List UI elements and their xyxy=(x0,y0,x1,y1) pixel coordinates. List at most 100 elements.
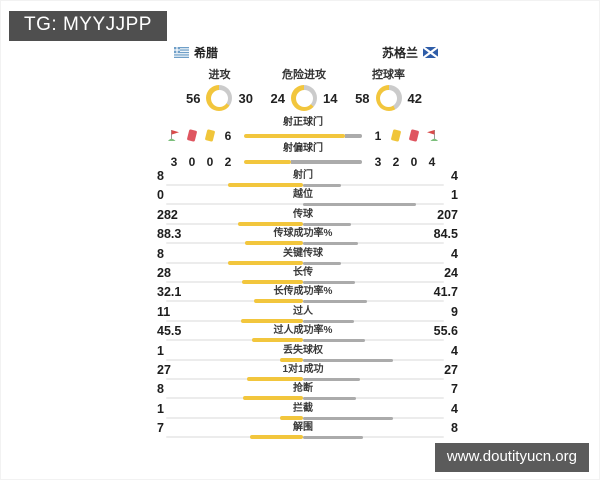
donut-ring xyxy=(291,85,317,111)
donut-away-value: 42 xyxy=(407,90,422,106)
stat-away-value: 1 xyxy=(451,188,458,203)
stat-row: 11 过人 9 xyxy=(144,304,462,325)
stat-bar xyxy=(166,221,444,226)
shots-on-target-label: 射正球门 xyxy=(283,117,323,128)
greece-flag-icon xyxy=(174,46,189,58)
stat-row: 7 解围 8 xyxy=(144,422,462,441)
home-counts: 3 0 0 2 xyxy=(165,154,237,169)
donut-away-value: 14 xyxy=(323,90,338,106)
stat-row: 0 越位 1 xyxy=(144,189,462,208)
stat-label: 丢失球权 xyxy=(283,344,323,356)
stat-bar xyxy=(166,260,444,265)
home-red-cards-count: 0 xyxy=(188,154,196,169)
stat-label: 传球成功率% xyxy=(273,228,333,240)
home-corners-count: 3 xyxy=(170,154,178,169)
shots-off-target-label: 射偏球门 xyxy=(283,143,323,154)
corner-flag-icon xyxy=(165,129,183,142)
stat-home-value: 1 xyxy=(157,343,164,358)
stat-label: 过人成功率% xyxy=(273,325,333,337)
stat-bar xyxy=(166,241,444,246)
stat-away-value: 27 xyxy=(444,362,458,377)
donut-ring xyxy=(206,85,233,111)
stat-home-value: 27 xyxy=(157,362,171,377)
donut-0: 进攻 56 30 xyxy=(186,69,253,111)
stat-home-value: 0 xyxy=(157,188,164,203)
donut-home-value: 56 xyxy=(186,90,201,106)
stat-away-value: 7 xyxy=(451,382,458,397)
corner-flag-icon xyxy=(423,129,441,142)
stat-away-value: 41.7 xyxy=(433,285,458,300)
donut-2: 控球率 58 42 xyxy=(355,69,422,111)
donut-away-value: 30 xyxy=(238,90,253,106)
stat-home-value: 7 xyxy=(157,421,164,436)
stat-home-value: 282 xyxy=(157,207,178,222)
stat-label: 射门 xyxy=(293,170,313,181)
away-shots-off-value: 3 xyxy=(374,154,382,169)
away-team-name: 苏格兰 xyxy=(381,45,418,60)
donut-ring xyxy=(375,85,402,111)
stat-label: 关键传球 xyxy=(283,247,323,259)
stat-row: 45.5 过人成功率% 55.6 xyxy=(144,325,462,344)
stat-home-value: 32.1 xyxy=(157,285,182,300)
donut-charts: 进攻 56 30 危险进攻 24 14 控球率 58 42 xyxy=(144,69,462,111)
stat-label: 1对1成功 xyxy=(282,363,324,375)
stat-bar xyxy=(166,435,444,440)
home-shots-on-value: 6 xyxy=(224,128,232,143)
stat-row: 27 1对1成功 27 xyxy=(144,362,462,383)
red-card-icon xyxy=(405,129,423,142)
stat-label: 越位 xyxy=(293,189,313,201)
donut-home-value: 58 xyxy=(355,90,370,106)
stat-row: 28 长传 24 xyxy=(144,265,462,286)
donut-home-value: 24 xyxy=(270,90,285,106)
stat-away-value: 84.5 xyxy=(433,227,458,242)
stat-row: 88.3 传球成功率% 84.5 xyxy=(144,228,462,247)
stat-home-value: 8 xyxy=(157,169,164,183)
stat-bar xyxy=(166,338,444,343)
stat-home-value: 8 xyxy=(157,382,164,397)
stat-label: 解围 xyxy=(293,422,313,434)
stat-away-value: 4 xyxy=(451,246,458,261)
stat-away-value: 4 xyxy=(451,169,458,183)
stat-home-value: 8 xyxy=(157,246,164,261)
stat-label: 传球 xyxy=(293,208,313,220)
stat-label: 长传成功率% xyxy=(273,286,333,298)
stat-row: 282 传球 207 xyxy=(144,207,462,228)
telegram-watermark: TG: MYYJJPP xyxy=(9,11,167,41)
shots-on-target-bar xyxy=(244,133,362,138)
stat-label: 长传 xyxy=(293,266,313,278)
stats-panel: 希腊 苏格兰 进攻 56 30 危险进攻 24 14 控球率 58 42 射正球门 xyxy=(144,45,462,441)
stat-bar xyxy=(166,357,444,362)
yellow-card-icon xyxy=(387,129,405,142)
stat-away-value: 8 xyxy=(451,421,458,436)
red-card-icon xyxy=(183,129,201,142)
stat-row: 8 抢断 7 xyxy=(144,383,462,402)
away-icons: 1 xyxy=(369,128,441,143)
site-watermark: www.doutityucn.org xyxy=(434,443,589,472)
stat-home-value: 88.3 xyxy=(157,227,182,242)
home-shots-off-value: 2 xyxy=(224,154,232,169)
away-yellow-cards-count: 2 xyxy=(392,154,400,169)
shots-off-target-bar xyxy=(244,159,362,164)
away-shots-on-value: 1 xyxy=(374,128,382,143)
stat-row: 1 丢失球权 4 xyxy=(144,343,462,364)
stat-bar xyxy=(166,183,444,187)
away-corners-count: 4 xyxy=(428,154,436,169)
stat-home-value: 28 xyxy=(157,265,171,280)
stat-home-value: 11 xyxy=(157,304,171,319)
stat-bar xyxy=(166,396,444,401)
home-icons: 6 xyxy=(165,128,237,143)
stat-away-value: 207 xyxy=(437,207,458,222)
stat-away-value: 4 xyxy=(451,401,458,416)
discipline-section: 射正球门 6 1 xyxy=(144,117,462,169)
stat-label: 拦截 xyxy=(293,402,313,414)
stat-row: 8 关键传球 4 xyxy=(144,246,462,267)
home-team-name: 希腊 xyxy=(194,45,219,60)
stat-label: 抢断 xyxy=(293,383,313,395)
stat-away-value: 24 xyxy=(444,265,458,280)
away-team: 苏格兰 xyxy=(382,44,438,61)
away-red-cards-count: 0 xyxy=(410,154,418,169)
stat-bar xyxy=(166,376,444,381)
scotland-flag-icon xyxy=(423,46,438,58)
yellow-card-icon xyxy=(201,129,219,142)
